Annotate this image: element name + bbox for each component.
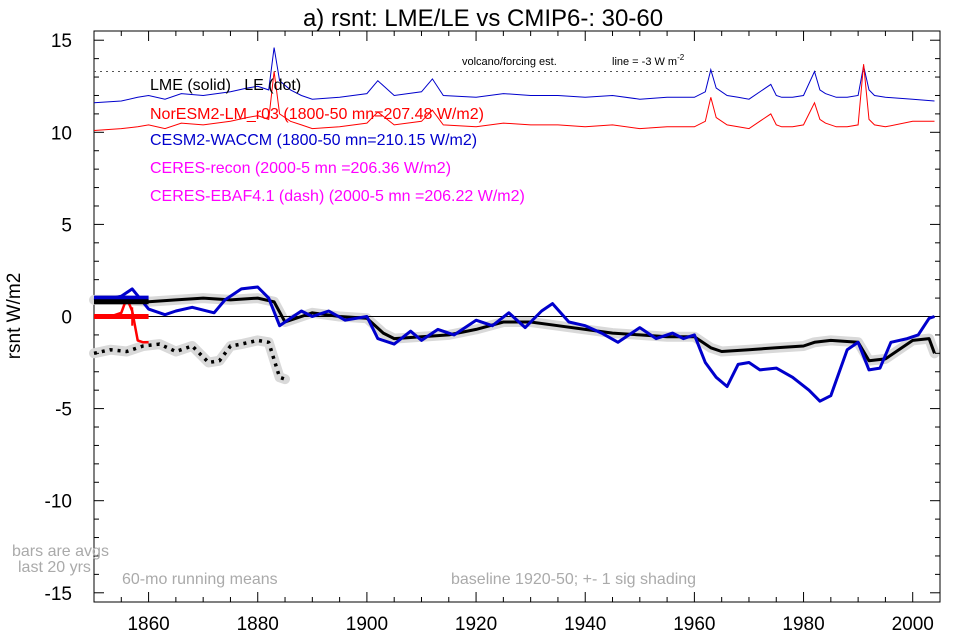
series-group [93, 285, 936, 403]
y-tick-label: -10 [45, 492, 72, 513]
volcano-forcing-blue-line [93, 47, 935, 104]
line-note-sup: -2 [677, 53, 685, 62]
baseline-note: baseline 1920-50; +- 1 sig shading [451, 571, 696, 588]
x-tick-label: 1920 [455, 614, 497, 635]
legend-entry-ceres-recon: CERES-recon (2000-5 mn =206.36 W/m2) [150, 160, 451, 177]
volcano-forcing-red-line [93, 64, 935, 131]
line-note-text: line = -3 W m [612, 56, 677, 68]
y-axis-label: rsnt W/m2 [4, 273, 25, 360]
y-tick-label: 10 [51, 123, 72, 144]
x-tick-label: 1940 [564, 614, 606, 635]
legend-entry-ceres-ebaf: CERES-EBAF4.1 (dash) (2000-5 mn =206.22 … [150, 188, 525, 205]
axis-ticks: 1860 1880 1900 1920 1940 1960 1980 2000 15 10 5 0 -5… [45, 31, 941, 635]
chart-title: a) rsnt: LME/LE vs CMIP6-: 30-60 [303, 5, 663, 32]
y-tick-label: 15 [51, 31, 72, 52]
running-means-note: 60-mo running means [122, 571, 278, 588]
line-note-annotation: line = -3 W m-2 [612, 53, 685, 68]
legend-entry-lme: LME (solid) LE (dot) [150, 77, 301, 94]
bars-note-line1: bars are avgs [12, 543, 109, 560]
reference-lines [94, 71, 940, 317]
legend-entry-cesm: CESM2-WACCM (1800-50 mn=210.15 W/m2) [150, 132, 477, 149]
y-tick-label: 0 [61, 308, 72, 329]
x-tick-label: 1860 [127, 614, 169, 635]
volcano-forcing-group [93, 47, 935, 131]
volcano-annotation: volcano/forcing est. [462, 56, 557, 68]
x-tick-label: 1880 [237, 614, 279, 635]
x-tick-label: 1900 [346, 614, 388, 635]
shading-band [89, 335, 290, 385]
x-tick-label: 2000 [892, 614, 934, 635]
avg-bars-group [94, 295, 149, 326]
y-tick-label: 5 [61, 215, 72, 236]
x-tick-label: 1960 [673, 614, 715, 635]
bars-note-line2: last 20 yrs [18, 559, 91, 576]
y-tick-label: -15 [45, 584, 72, 605]
x-tick-label: 1980 [782, 614, 824, 635]
series-line-2 [93, 285, 935, 403]
y-tick-label: -5 [55, 400, 72, 421]
legend-entry-noresm: NorESM2-LM_r03 (1800-50 mn=207.48 W/m2) [150, 106, 484, 123]
shading-group [89, 293, 940, 385]
legend: LME (solid) LE (dot) NorESM2-LM_r03 (180… [150, 77, 525, 205]
